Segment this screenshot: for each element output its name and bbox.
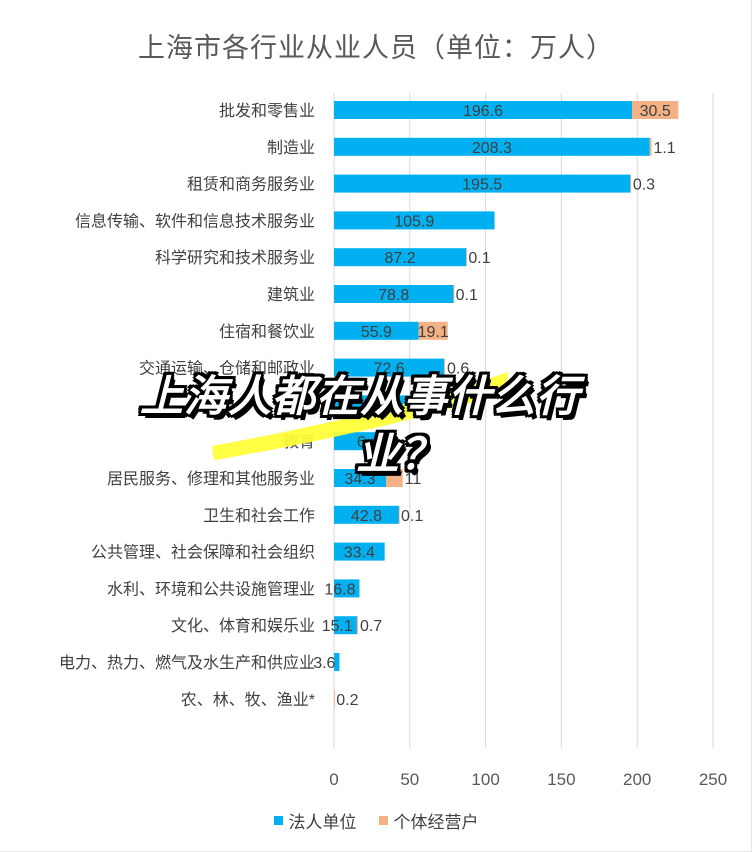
value-label-corporate: 33.4 — [344, 545, 375, 562]
value-label-individual: 0.1 — [468, 250, 490, 267]
legend-label-individual: 个体经营户 — [393, 813, 479, 832]
value-label-corporate: 208.3 — [472, 140, 512, 157]
bar-corporate — [334, 285, 454, 303]
value-label-corporate: 105.9 — [394, 213, 434, 230]
legend-item-individual: 个体经营户 — [378, 808, 479, 833]
bar-individual — [356, 616, 358, 635]
bar-corporate — [334, 321, 419, 340]
legend-item-corporate: 法人单位 — [273, 808, 357, 833]
value-label-corporate: 42.8 — [351, 508, 382, 525]
category-label: 居民服务、修理和其他服务业 — [107, 470, 315, 488]
bar-corporate — [334, 505, 399, 524]
x-tick-label: 0 — [329, 770, 338, 789]
value-label-corporate: 6 — [357, 434, 366, 451]
legend-swatch-corporate — [273, 816, 283, 825]
bar-individual — [466, 248, 467, 267]
x-tick-label: 100 — [471, 770, 499, 789]
value-label-individual: 19.1 — [418, 324, 449, 341]
bar-corporate — [334, 542, 385, 561]
bar-corporate — [334, 101, 633, 119]
value-label-corporate: 15.1 — [322, 618, 353, 635]
category-label: 交通运输、仓储和邮政业 — [139, 360, 315, 378]
legend-swatch-individual — [378, 816, 388, 825]
category-label: 制造业 — [267, 139, 315, 157]
value-label-corporate: 34.3 — [344, 471, 375, 488]
value-label-corporate: 195.5 — [462, 177, 502, 194]
bar-individual — [388, 432, 390, 451]
category-label: 电力、热力、燃气及水生产和供应业 — [59, 653, 315, 672]
value-label-individual: 0.1 — [391, 434, 413, 451]
bar-individual — [453, 285, 455, 303]
value-label-individual: 0.1 — [401, 508, 423, 525]
value-label-corporate: 72.6 — [373, 361, 404, 378]
value-label-individual: 11 — [405, 471, 422, 488]
bar-individual — [385, 469, 403, 487]
category-label: 信息传输、软件和信息技术服务业 — [75, 212, 315, 230]
x-tick-label: 150 — [547, 770, 575, 789]
value-label-individual: 0.7 — [360, 618, 382, 635]
bar-corporate — [334, 579, 360, 598]
x-tick-label: 200 — [623, 770, 651, 789]
category-label: 卫生和社会工作 — [203, 507, 315, 525]
bar-corporate — [334, 137, 650, 156]
value-label-individual: 0.2 — [336, 692, 358, 709]
legend: 法人单位 个体经营户 — [0, 808, 752, 833]
bar-individual — [630, 174, 632, 193]
category-label: 农、林、牧、渔业* — [181, 691, 315, 709]
bar-corporate — [334, 174, 631, 193]
bar-corporate — [334, 469, 386, 487]
bar-individual — [398, 505, 400, 524]
value-label-corporate: 3.6 — [313, 655, 335, 672]
category-label: 租赁和商务服务业 — [187, 176, 315, 194]
bar-corporate — [334, 653, 340, 671]
bar-individual — [649, 137, 652, 156]
value-label-individual: 30.5 — [640, 103, 671, 120]
category-label: 公共管理、社会保障和社会组织 — [91, 544, 315, 562]
category-label: 批发和零售业 — [219, 102, 315, 120]
category-label: 教育 — [283, 433, 315, 451]
value-label-corporate: 16.8 — [324, 581, 355, 598]
legend-label-corporate: 法人单位 — [288, 813, 357, 832]
bar-individual — [334, 689, 335, 708]
bar-corporate — [334, 395, 418, 414]
category-label: 科学研究和技术服务业 — [155, 249, 315, 267]
category-label: 建筑业 — [267, 286, 315, 304]
bar-individual — [418, 321, 448, 340]
x-tick-label: 250 — [699, 770, 727, 789]
x-tick-label: 50 — [400, 770, 419, 789]
value-label-corporate: 78.8 — [378, 287, 409, 304]
value-label-individual: 0.6 — [447, 361, 469, 378]
bar-corporate — [334, 616, 357, 635]
bar-individual — [444, 358, 445, 377]
value-label-corporate: 55.9 — [361, 324, 392, 341]
value-label-corporate: 87.2 — [385, 250, 416, 267]
category-label: 文化、体育和娱乐业 — [171, 617, 315, 635]
category-label: 水利、环境和公共设施管理业 — [107, 579, 315, 598]
value-label-individual: 0.3 — [633, 177, 655, 194]
bar-individual — [632, 101, 679, 119]
value-label-individual: 1.1 — [653, 140, 675, 157]
category-label: 住宿和餐饮业 — [219, 323, 315, 341]
bar-corporate — [334, 211, 495, 230]
chart-title: 上海市各行业从业人员（单位：万人） — [138, 33, 614, 63]
bar-corporate — [334, 248, 467, 267]
value-label-individual: 0.1 — [456, 287, 478, 304]
category-label: 融业 — [283, 396, 315, 414]
value-label-corporate: 196.6 — [463, 103, 503, 120]
